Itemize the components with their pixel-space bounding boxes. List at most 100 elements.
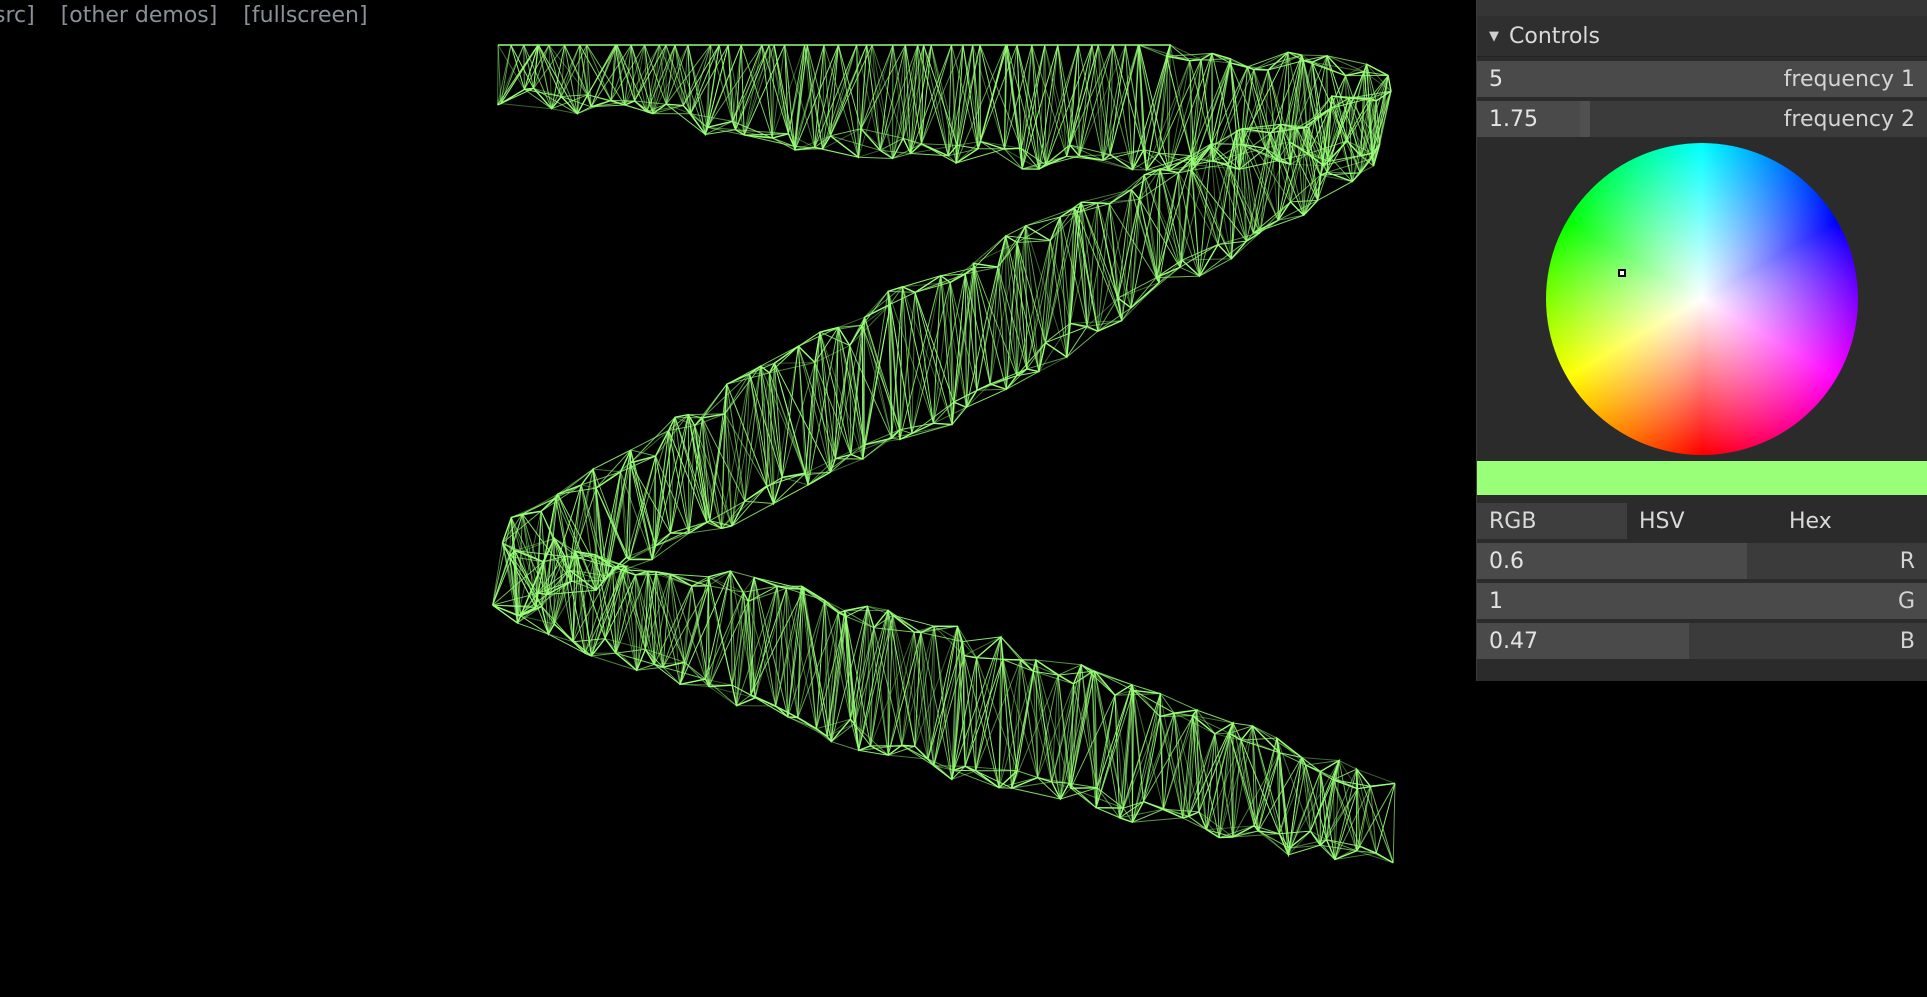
b-slider[interactable]: 0.47 B: [1477, 623, 1927, 659]
mesh-edge: [1192, 715, 1208, 830]
mesh-edge: [902, 286, 934, 424]
mesh-edge: [736, 592, 744, 706]
mesh-edge: [1004, 44, 1008, 150]
mesh-edge: [635, 574, 655, 665]
mesh-edge: [604, 567, 614, 639]
mesh-edge: [624, 44, 632, 106]
mesh-edge: [953, 655, 965, 771]
mesh-edge: [1045, 44, 1059, 165]
mesh-edge: [797, 346, 806, 474]
mesh-edge: [1159, 693, 1175, 714]
mesh-edge: [560, 44, 581, 97]
mesh-edge: [548, 633, 586, 654]
mesh-edge: [553, 554, 596, 625]
mesh-edge: [788, 133, 815, 148]
mesh-edge: [867, 605, 889, 611]
mesh-edge: [1369, 786, 1394, 863]
mesh-edge: [1357, 788, 1377, 854]
mesh-edge: [1011, 674, 1059, 789]
mesh-edge: [1191, 170, 1200, 277]
frequency-2-handle[interactable]: [1580, 101, 1590, 137]
mesh-edge: [555, 497, 597, 591]
mesh-edge: [547, 557, 579, 635]
mesh-edge: [973, 235, 1007, 264]
mesh-edge: [1252, 725, 1259, 832]
mesh-edge: [1026, 356, 1067, 370]
mesh-edge: [1159, 716, 1164, 810]
mesh-edge: [1236, 130, 1279, 221]
mesh-edge: [1133, 690, 1161, 717]
frequency-2-slider[interactable]: 1.75 frequency 2: [1477, 101, 1927, 137]
g-slider[interactable]: 1 G: [1477, 583, 1927, 619]
mesh-edge: [1196, 709, 1216, 735]
mesh-edge: [1077, 44, 1104, 161]
mesh-edge: [1356, 768, 1396, 784]
mesh-edge: [1240, 739, 1280, 834]
mesh-edge: [735, 129, 789, 135]
mesh-edge: [951, 44, 957, 164]
mesh-edge: [1143, 56, 1167, 150]
mesh-edge: [837, 612, 851, 720]
mesh-edge: [497, 44, 525, 90]
mesh-edge: [1139, 44, 1190, 62]
mesh-edge: [1331, 95, 1361, 174]
mesh-edge: [1288, 765, 1307, 849]
wireframe-canvas[interactable]: [0, 0, 1475, 997]
mesh-edge: [892, 615, 903, 746]
mesh-edge: [1332, 779, 1358, 851]
mesh-edge: [615, 574, 636, 654]
frequency-1-slider[interactable]: 5 frequency 1: [1477, 61, 1927, 97]
mesh-edge: [1359, 783, 1396, 847]
mesh-edge: [1348, 98, 1361, 173]
mesh-edge: [1182, 817, 1207, 831]
mesh-edge: [1102, 44, 1139, 161]
mesh-edge: [966, 388, 1007, 408]
mesh-edge: [1198, 811, 1220, 838]
mesh-edge: [965, 266, 999, 275]
mesh-edge: [1371, 90, 1392, 154]
other-demos-link[interactable]: [other demos]: [60, 2, 218, 28]
r-slider[interactable]: 0.6 R: [1477, 543, 1927, 579]
fullscreen-link[interactable]: [fullscreen]: [243, 2, 368, 28]
mesh-edge: [630, 449, 653, 560]
mesh-edge: [940, 273, 966, 277]
mesh-edge: [514, 550, 549, 635]
mesh-edge: [892, 44, 912, 154]
mesh-edge: [708, 592, 744, 687]
mesh-edge: [864, 317, 901, 430]
mesh-edge: [1219, 825, 1255, 839]
mesh-edge: [932, 273, 966, 424]
mesh-edge: [1232, 740, 1242, 838]
mesh-edge: [521, 514, 537, 608]
mesh-edge: [905, 44, 912, 154]
src-link[interactable]: src]: [0, 2, 35, 28]
mesh-edge: [554, 537, 576, 552]
tab-rgb[interactable]: RGB: [1477, 503, 1627, 539]
mesh-edge: [540, 484, 582, 512]
mesh-edge: [706, 413, 726, 523]
color-wheel[interactable]: [1546, 143, 1858, 455]
mesh-edge: [707, 126, 736, 131]
mesh-edge: [910, 44, 925, 154]
mesh-edge: [1119, 690, 1135, 818]
mesh-edge: [1309, 779, 1334, 832]
mesh-edge: [963, 655, 966, 767]
mesh-edge: [1143, 693, 1161, 802]
mesh-edge: [1375, 783, 1396, 854]
mesh-edge: [979, 44, 981, 142]
tab-hex[interactable]: Hex: [1789, 508, 1832, 534]
mesh-edge: [651, 417, 676, 560]
tab-hsv[interactable]: HSV: [1639, 508, 1685, 534]
mesh-edge: [1091, 44, 1104, 161]
mesh-edge: [1191, 170, 1219, 245]
mesh-edge: [1109, 44, 1126, 155]
mesh-edge: [1166, 52, 1213, 57]
mesh-edge: [662, 666, 706, 680]
mesh-edge: [862, 429, 901, 460]
controls-header[interactable]: ▼ Controls: [1477, 16, 1927, 57]
mesh-edge: [1038, 240, 1051, 372]
mesh-edge: [1035, 659, 1053, 782]
mesh-edge: [607, 559, 653, 577]
color-wheel-marker[interactable]: [1618, 269, 1626, 277]
mesh-edge: [1331, 95, 1353, 182]
